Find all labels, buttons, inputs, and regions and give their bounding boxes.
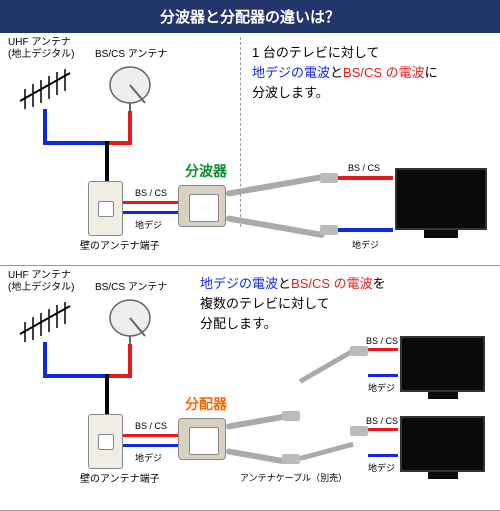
out-chideji: 地デジ [368, 461, 395, 474]
bscs-label: BS/CS アンテナ [95, 282, 167, 294]
t: を [373, 276, 386, 291]
t: 地デジの電波 [252, 65, 330, 80]
connector [320, 225, 338, 235]
out-bscs: BS / CS [348, 163, 380, 173]
wire [43, 141, 108, 145]
dish-icon [105, 296, 155, 346]
wire [43, 374, 108, 378]
connector [282, 454, 300, 464]
section-bunpaki: UHF アンテナ (地上デジタル) BS/CS アンテナ 壁のアンテナ端子 BS… [0, 33, 500, 266]
wire [123, 201, 178, 204]
out-bscs: BS / CS [366, 336, 398, 346]
uhf-label: UHF アンテナ (地上デジタル) [8, 37, 74, 61]
wall-outlet [88, 414, 123, 469]
bscs-label: BS/CS アンテナ [95, 49, 167, 61]
wire [123, 434, 178, 437]
wire [368, 428, 398, 431]
wire [368, 348, 398, 351]
uhf-label: UHF アンテナ (地上デジタル) [8, 270, 74, 294]
cable [299, 442, 353, 461]
out-chideji: 地デジ [368, 381, 395, 394]
wall-label: 壁のアンテナ端子 [80, 474, 160, 486]
desc-line3: 分波します。 [252, 83, 329, 103]
desc-line1: 1 台のテレビに対して [252, 43, 379, 63]
dish-icon [105, 63, 155, 113]
out-chideji: 地デジ [352, 238, 379, 251]
wire [108, 141, 132, 145]
splitter-device [178, 185, 226, 227]
pin-bscs: BS / CS [135, 188, 167, 198]
t: BS/CS の電波 [291, 276, 373, 291]
section-bunpaiki: UHF アンテナ (地上デジタル) BS/CS アンテナ 壁のアンテナ端子 BS… [0, 266, 500, 511]
wall-outlet [88, 181, 123, 236]
cable [299, 349, 353, 383]
wire [338, 228, 393, 232]
device-name: 分波器 [185, 161, 227, 181]
device-name: 分配器 [185, 394, 227, 414]
wire [105, 141, 109, 185]
wire [108, 374, 132, 378]
connector [282, 411, 300, 421]
connector [320, 173, 338, 183]
uhf-antenna-icon [15, 294, 75, 344]
tv-icon [400, 416, 485, 472]
wire [368, 374, 398, 377]
desc-line3: 分配します。 [200, 314, 277, 334]
distributor-device [178, 418, 226, 460]
connector [350, 426, 368, 436]
cable [225, 448, 285, 464]
header-title: 分波器と分配器の違いは？ [0, 0, 500, 33]
divider [240, 37, 241, 227]
t: 地デジの電波 [200, 276, 278, 291]
desc-line1: 地デジの電波とBS/CS の電波を [200, 274, 386, 294]
wall-label: 壁のアンテナ端子 [80, 241, 160, 253]
t: に [425, 65, 438, 80]
connector [350, 346, 368, 356]
uhf-antenna-icon [15, 61, 75, 111]
wire [368, 454, 398, 457]
cable-note: アンテナケーブル（別売） [240, 471, 347, 484]
tv-icon [395, 168, 487, 230]
wire [128, 111, 132, 141]
desc-line2: 地デジの電波とBS/CS の電波に [252, 63, 438, 83]
wire [338, 176, 393, 180]
wire [105, 374, 109, 418]
pin-chideji: 地デジ [135, 451, 162, 464]
desc-line2: 複数のテレビに対して [200, 294, 330, 314]
wire [43, 109, 47, 144]
pin-chideji: 地デジ [135, 218, 162, 231]
wire [123, 211, 178, 214]
t: と [330, 65, 343, 80]
wire [128, 344, 132, 374]
t: BS/CS の電波 [343, 65, 425, 80]
cable [225, 414, 285, 430]
tv-icon [400, 336, 485, 392]
pin-bscs: BS / CS [135, 421, 167, 431]
wire [123, 444, 178, 447]
out-bscs: BS / CS [366, 416, 398, 426]
t: と [278, 276, 291, 291]
wire [43, 342, 47, 377]
